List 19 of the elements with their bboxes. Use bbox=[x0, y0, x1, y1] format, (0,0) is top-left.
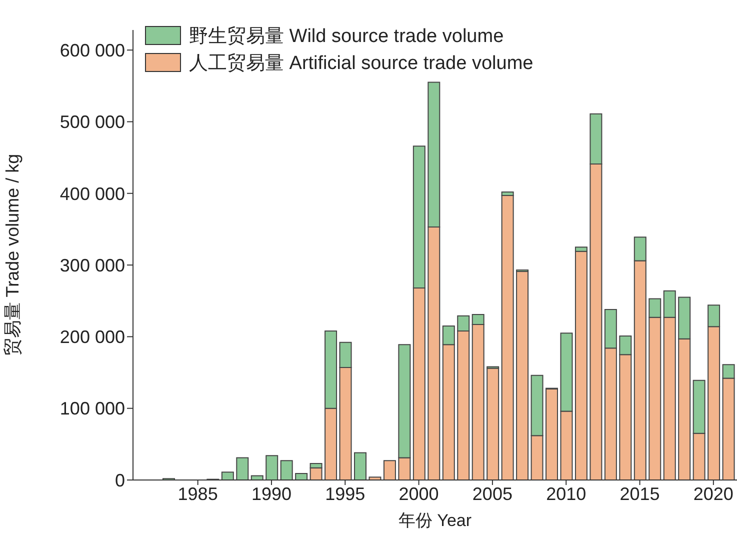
x-tick-label: 2020 bbox=[693, 484, 734, 504]
x-tick-label: 1990 bbox=[251, 484, 292, 504]
y-tick-label: 100 000 bbox=[60, 398, 125, 419]
x-tick-label: 2005 bbox=[472, 484, 512, 504]
x-tick-label: 2010 bbox=[546, 484, 586, 504]
legend-label: 人工贸易量 Artificial source trade volume bbox=[189, 52, 534, 76]
x-axis-title: 年份 Year bbox=[398, 511, 472, 530]
y-tick-label: 300 000 bbox=[60, 255, 125, 276]
x-tick-label: 2000 bbox=[398, 484, 439, 504]
y-tick-label: 400 000 bbox=[60, 184, 125, 204]
x-tick-label: 1985 bbox=[178, 484, 218, 504]
y-tick-label: 600 000 bbox=[60, 40, 125, 60]
y-axis-title: 贸易量 Trade volume / kg bbox=[2, 154, 22, 356]
x-tick-label: 2015 bbox=[620, 484, 660, 504]
y-tick-label: 200 000 bbox=[60, 327, 125, 348]
y-tick-label: 0 bbox=[114, 470, 125, 490]
legend-label: 野生贸易量 Wild source trade volume bbox=[189, 24, 504, 48]
x-tick-label: 1995 bbox=[325, 484, 366, 504]
y-tick-label: 500 000 bbox=[60, 112, 125, 132]
